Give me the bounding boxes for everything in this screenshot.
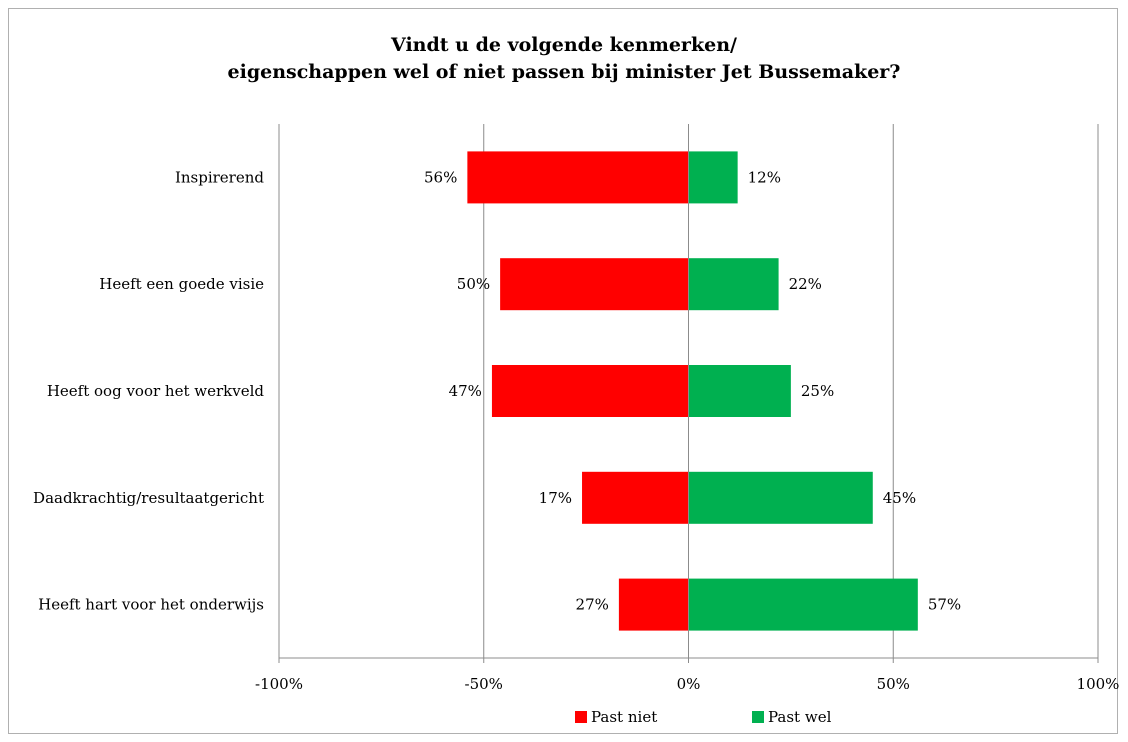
category-label-0: Inspirerend [175, 168, 264, 186]
category-label-4: Heeft hart voor het onderwijs [38, 596, 264, 614]
value-label-past-wel-2: 25% [801, 382, 834, 400]
bar-past-wel-1 [688, 258, 779, 311]
x-tick-label-2: 0% [677, 675, 701, 693]
bar-past-niet-2 [491, 365, 689, 417]
value-label-past-niet-1: 50% [457, 275, 490, 293]
chart-title-line-2: eigenschappen wel of niet passen bij min… [227, 61, 901, 83]
legend-swatch-past-wel [752, 711, 764, 723]
legend-label-past-wel: Past wel [768, 708, 832, 726]
legend-item-past-wel: Past wel [752, 708, 831, 726]
value-label-past-niet-2: 47% [449, 382, 482, 400]
x-tick-label-0: -100% [255, 675, 303, 693]
bar-past-niet-4 [618, 578, 689, 631]
chart-frame [8, 8, 1118, 734]
bar-past-niet-3 [582, 471, 689, 524]
value-label-past-wel-3: 45% [883, 489, 916, 507]
bar-past-wel-0 [688, 151, 738, 204]
legend-swatch-past-niet [575, 711, 587, 723]
value-label-past-niet-0: 56% [424, 168, 457, 186]
bar-past-wel-2 [688, 365, 791, 417]
category-label-1: Heeft een goede visie [99, 275, 264, 293]
value-label-past-niet-3: 17% [539, 489, 572, 507]
bar-past-wel-4 [688, 578, 918, 631]
x-tick-label-3: 50% [877, 675, 910, 693]
bar-past-niet-0 [467, 151, 689, 204]
value-label-past-niet-4: 27% [576, 596, 609, 614]
legend-label-past-niet: Past niet [591, 708, 658, 726]
value-label-past-wel-1: 22% [789, 275, 822, 293]
category-label-2: Heeft oog voor het werkveld [47, 382, 265, 400]
x-tick-label-1: -50% [465, 675, 503, 693]
chart-title-line-1: Vindt u de volgende kenmerken/ [391, 34, 737, 56]
x-tick-label-4: 100% [1077, 675, 1120, 693]
bar-past-niet-1 [500, 258, 689, 311]
legend-item-past-niet: Past niet [575, 708, 657, 726]
value-label-past-wel-4: 57% [928, 596, 961, 614]
bar-past-wel-3 [688, 471, 873, 524]
value-label-past-wel-0: 12% [748, 168, 781, 186]
category-label-3: Daadkrachtig/resultaatgericht [33, 489, 264, 507]
